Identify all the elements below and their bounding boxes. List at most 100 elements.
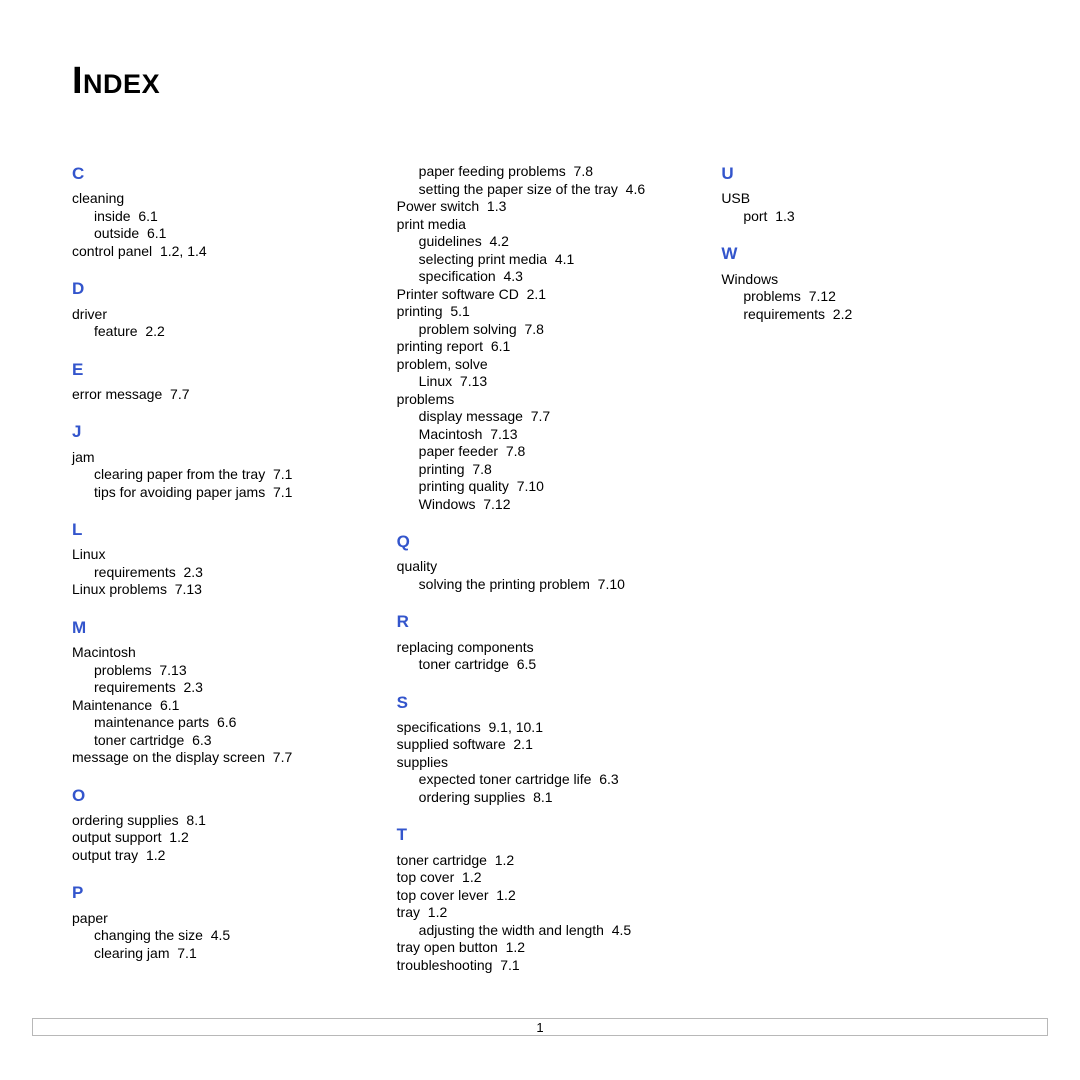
page-number-footer: 1	[32, 1018, 1048, 1036]
entry-term: error message	[72, 386, 162, 402]
index-entry: clearing paper from the tray7.1	[94, 466, 359, 484]
entry-refs: 8.1	[525, 789, 552, 805]
entry-term: top cover lever	[397, 887, 489, 903]
entry-term: Windows	[721, 271, 778, 287]
index-letter-d: D	[72, 278, 359, 299]
entry-term: top cover	[397, 869, 455, 885]
entry-refs: 7.13	[452, 373, 487, 389]
entry-term: message on the display screen	[72, 749, 265, 765]
entry-refs: 4.3	[496, 268, 523, 284]
entry-refs: 1.3	[479, 198, 506, 214]
index-entry: control panel1.2, 1.4	[72, 243, 359, 261]
entry-refs: 8.1	[179, 812, 206, 828]
entry-refs: 7.1	[169, 945, 196, 961]
index-entry: changing the size4.5	[94, 927, 359, 945]
entry-term: USB	[721, 190, 750, 206]
index-entry: specification4.3	[419, 268, 684, 286]
entry-term: ordering supplies	[419, 789, 526, 805]
index-entry: toner cartridge1.2	[397, 852, 684, 870]
index-entry: Windows7.12	[419, 496, 684, 514]
index-entry: printing report6.1	[397, 338, 684, 356]
index-entry: ordering supplies8.1	[72, 812, 359, 830]
entry-refs: 7.10	[590, 576, 625, 592]
index-entry: problems7.12	[743, 288, 1008, 306]
entry-refs: 7.8	[566, 163, 593, 179]
index-page: Index Ccleaninginside6.1outside6.1contro…	[0, 0, 1080, 1080]
index-entry: outside6.1	[94, 225, 359, 243]
index-group-l: LLinuxrequirements2.3Linux problems7.13	[72, 519, 359, 599]
entry-refs: 1.2	[487, 852, 514, 868]
index-entry: specifications9.1, 10.1	[397, 719, 684, 737]
index-group-o: Oordering supplies8.1output support1.2ou…	[72, 785, 359, 865]
entry-refs: 7.8	[465, 461, 492, 477]
entry-refs: 6.1	[152, 697, 179, 713]
index-group-u: UUSBport1.3	[721, 163, 1008, 225]
entry-refs: 6.3	[184, 732, 211, 748]
index-group-c: Ccleaninginside6.1outside6.1control pane…	[72, 163, 359, 260]
index-entry: port1.3	[743, 208, 1008, 226]
index-entry: Macintosh	[72, 644, 359, 662]
index-entry: Windows	[721, 271, 1008, 289]
entry-term: paper	[72, 910, 108, 926]
entry-term: Windows	[419, 496, 476, 512]
entry-term: clearing paper from the tray	[94, 466, 265, 482]
index-entry: printing5.1	[397, 303, 684, 321]
entry-refs: 4.5	[604, 922, 631, 938]
index-letter-j: J	[72, 421, 359, 442]
index-group-s: Sspecifications9.1, 10.1supplied softwar…	[397, 692, 684, 807]
entry-term: Maintenance	[72, 697, 152, 713]
index-group-j: Jjamclearing paper from the tray7.1tips …	[72, 421, 359, 501]
entry-term: solving the printing problem	[419, 576, 590, 592]
entry-term: paper feeder	[419, 443, 498, 459]
index-entry: top cover lever1.2	[397, 887, 684, 905]
entry-refs: 1.2	[498, 939, 525, 955]
index-entry: print media	[397, 216, 684, 234]
index-entry: Printer software CD2.1	[397, 286, 684, 304]
entry-refs: 1.2	[488, 887, 515, 903]
index-entry: tray1.2	[397, 904, 684, 922]
entry-term: Printer software CD	[397, 286, 519, 302]
index-entry: driver	[72, 306, 359, 324]
entry-term: control panel	[72, 243, 152, 259]
index-entry: replacing components	[397, 639, 684, 657]
index-entry: adjusting the width and length4.5	[419, 922, 684, 940]
index-entry: problem, solve	[397, 356, 684, 374]
entry-term: Linux	[72, 546, 105, 562]
entry-term: Linux problems	[72, 581, 167, 597]
entry-refs: 2.3	[176, 564, 203, 580]
index-group-m: MMacintoshproblems7.13requirements2.3Mai…	[72, 617, 359, 767]
entry-refs: 7.13	[482, 426, 517, 442]
entry-term: adjusting the width and length	[419, 922, 604, 938]
index-entry: setting the paper size of the tray4.6	[419, 181, 684, 199]
index-entry: USB	[721, 190, 1008, 208]
entry-refs: 2.3	[176, 679, 203, 695]
entry-term: ordering supplies	[72, 812, 179, 828]
entry-term: maintenance parts	[94, 714, 209, 730]
index-entry: Power switch1.3	[397, 198, 684, 216]
entry-term: changing the size	[94, 927, 203, 943]
entry-refs: 6.1	[131, 208, 158, 224]
page-title: Index	[72, 60, 1008, 103]
index-entry: problems	[397, 391, 684, 409]
entry-refs: 7.13	[152, 662, 187, 678]
entry-term: Macintosh	[72, 644, 136, 660]
entry-term: paper feeding problems	[419, 163, 566, 179]
index-letter-r: R	[397, 611, 684, 632]
index-entry: problem solving7.8	[419, 321, 684, 339]
entry-term: inside	[94, 208, 131, 224]
index-entry: output support1.2	[72, 829, 359, 847]
entry-term: Linux	[419, 373, 452, 389]
entry-refs: 2.1	[519, 286, 546, 302]
index-entry: problems7.13	[94, 662, 359, 680]
entry-term: problems	[743, 288, 801, 304]
entry-term: toner cartridge	[94, 732, 184, 748]
entry-term: quality	[397, 558, 437, 574]
index-entry: display message7.7	[419, 408, 684, 426]
index-entry: paper	[72, 910, 359, 928]
entry-term: output support	[72, 829, 162, 845]
entry-refs: 6.1	[483, 338, 510, 354]
index-letter-m: M	[72, 617, 359, 638]
entry-term: display message	[419, 408, 523, 424]
index-entry: jam	[72, 449, 359, 467]
entry-term: selecting print media	[419, 251, 547, 267]
